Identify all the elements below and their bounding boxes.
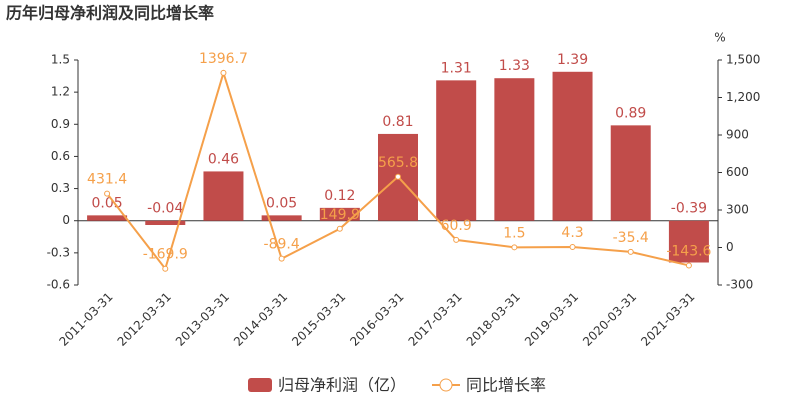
x-tick-label: 2021-03-31 [638,290,697,349]
line-label: 565.8 [378,155,418,171]
line-point [278,255,285,262]
line-point [220,69,227,76]
y-tick-label: 0.3 [51,181,70,195]
line-label: -143.6 [666,243,711,259]
bar [87,215,128,221]
line-point [569,243,576,250]
bar-label: -0.04 [147,201,183,217]
y-tick-label: 0 [62,213,70,227]
chart-title: 历年归母净利润及同比增长率 [6,4,214,23]
line-label: 1.5 [503,225,525,241]
x-tick-label: 2016-03-31 [347,290,406,349]
bar [203,171,244,221]
y-tick-label: 0.6 [51,149,70,163]
bar-label: 1.39 [557,52,588,68]
line-label: -169.9 [143,247,188,263]
bar [145,220,186,225]
line-label: 149.9 [320,207,360,223]
y2-unit: % [714,31,725,45]
x-tick-label: 2020-03-31 [580,290,639,349]
bar [668,220,709,263]
line-point [453,236,460,243]
y-tick-label: 0.9 [51,117,70,131]
legend-marker [439,378,453,392]
bar-label: 0.05 [266,195,297,211]
y2-tick-label: 1,200 [726,90,760,104]
y-tick-label: -0.6 [47,278,70,292]
bar [319,207,360,221]
line-point [627,248,634,255]
bar-label: 0.81 [382,114,413,130]
legend-swatch [248,378,272,392]
y2-tick-label: 900 [726,128,749,142]
bar [261,215,302,221]
line-label: 431.4 [87,172,127,188]
y2-tick-label: -300 [726,278,753,292]
line-point [395,173,401,180]
legend-label: 同比增长率 [466,376,546,395]
line-point [511,244,518,251]
bar-label: 0.05 [92,195,123,211]
bar-label: -0.39 [671,201,707,217]
y2-tick-label: 1,500 [726,53,760,67]
line-point [162,265,169,272]
y2-tick-label: 600 [726,165,749,179]
line-point [685,262,692,269]
x-tick-label: 2017-03-31 [406,290,465,349]
line-label: -89.4 [264,237,300,253]
y2-tick-label: 300 [726,203,749,217]
line-label: -35.4 [613,230,649,246]
y-tick-label: -0.3 [47,245,70,259]
x-tick-label: 2019-03-31 [522,290,581,349]
line-point [104,190,111,197]
x-tick-label: 2012-03-31 [115,290,174,349]
bar-label: 0.12 [324,188,355,204]
bar [436,80,477,221]
x-tick-label: 2018-03-31 [464,290,523,349]
bar-label: 0.46 [208,151,239,167]
x-tick-label: 2013-03-31 [173,290,232,349]
y2-tick-label: 0 [726,240,734,254]
line-label: 4.3 [561,225,583,241]
bar [494,78,535,221]
legend-label: 归母净利润（亿） [278,376,406,395]
line-point [336,225,343,232]
bar [552,71,593,221]
line-label: 1396.7 [199,51,248,67]
x-tick-label: 2015-03-31 [289,290,348,349]
x-tick-label: 2014-03-31 [231,290,290,349]
bar-label: 1.33 [499,58,530,74]
y-tick-label: 1.2 [51,85,70,99]
bar [610,125,651,221]
bar-label: 1.31 [441,60,472,76]
x-tick-label: 2011-03-31 [56,290,115,349]
line-label: 60.9 [441,218,472,234]
y-tick-label: 1.5 [51,53,70,67]
bar-label: 0.89 [615,105,646,121]
